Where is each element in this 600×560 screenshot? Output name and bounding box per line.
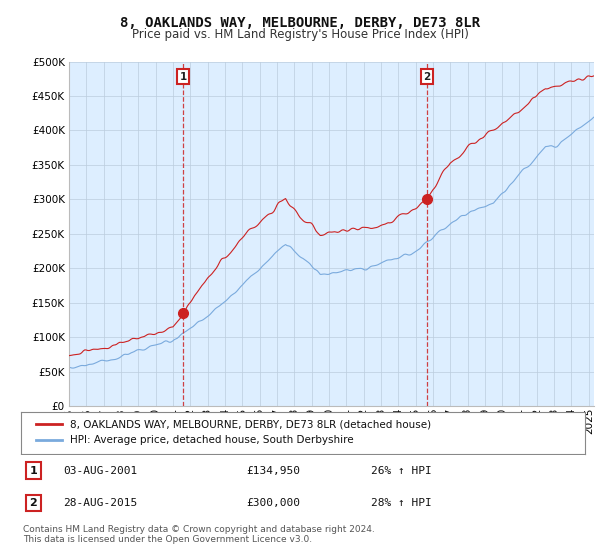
Legend: 8, OAKLANDS WAY, MELBOURNE, DERBY, DE73 8LR (detached house), HPI: Average price: 8, OAKLANDS WAY, MELBOURNE, DERBY, DE73 … (32, 416, 436, 449)
Text: 1: 1 (29, 466, 37, 476)
Text: 28-AUG-2015: 28-AUG-2015 (64, 498, 137, 508)
Text: Contains HM Land Registry data © Crown copyright and database right 2024.
This d: Contains HM Land Registry data © Crown c… (23, 525, 374, 544)
Text: 1: 1 (179, 72, 187, 82)
Text: 2: 2 (29, 498, 37, 508)
Text: Price paid vs. HM Land Registry's House Price Index (HPI): Price paid vs. HM Land Registry's House … (131, 28, 469, 41)
Text: 26% ↑ HPI: 26% ↑ HPI (371, 466, 431, 476)
Text: £134,950: £134,950 (247, 466, 301, 476)
Text: £300,000: £300,000 (247, 498, 301, 508)
Text: 8, OAKLANDS WAY, MELBOURNE, DERBY, DE73 8LR: 8, OAKLANDS WAY, MELBOURNE, DERBY, DE73 … (120, 16, 480, 30)
Text: 28% ↑ HPI: 28% ↑ HPI (371, 498, 431, 508)
Text: 03-AUG-2001: 03-AUG-2001 (64, 466, 137, 476)
Text: 2: 2 (423, 72, 430, 82)
